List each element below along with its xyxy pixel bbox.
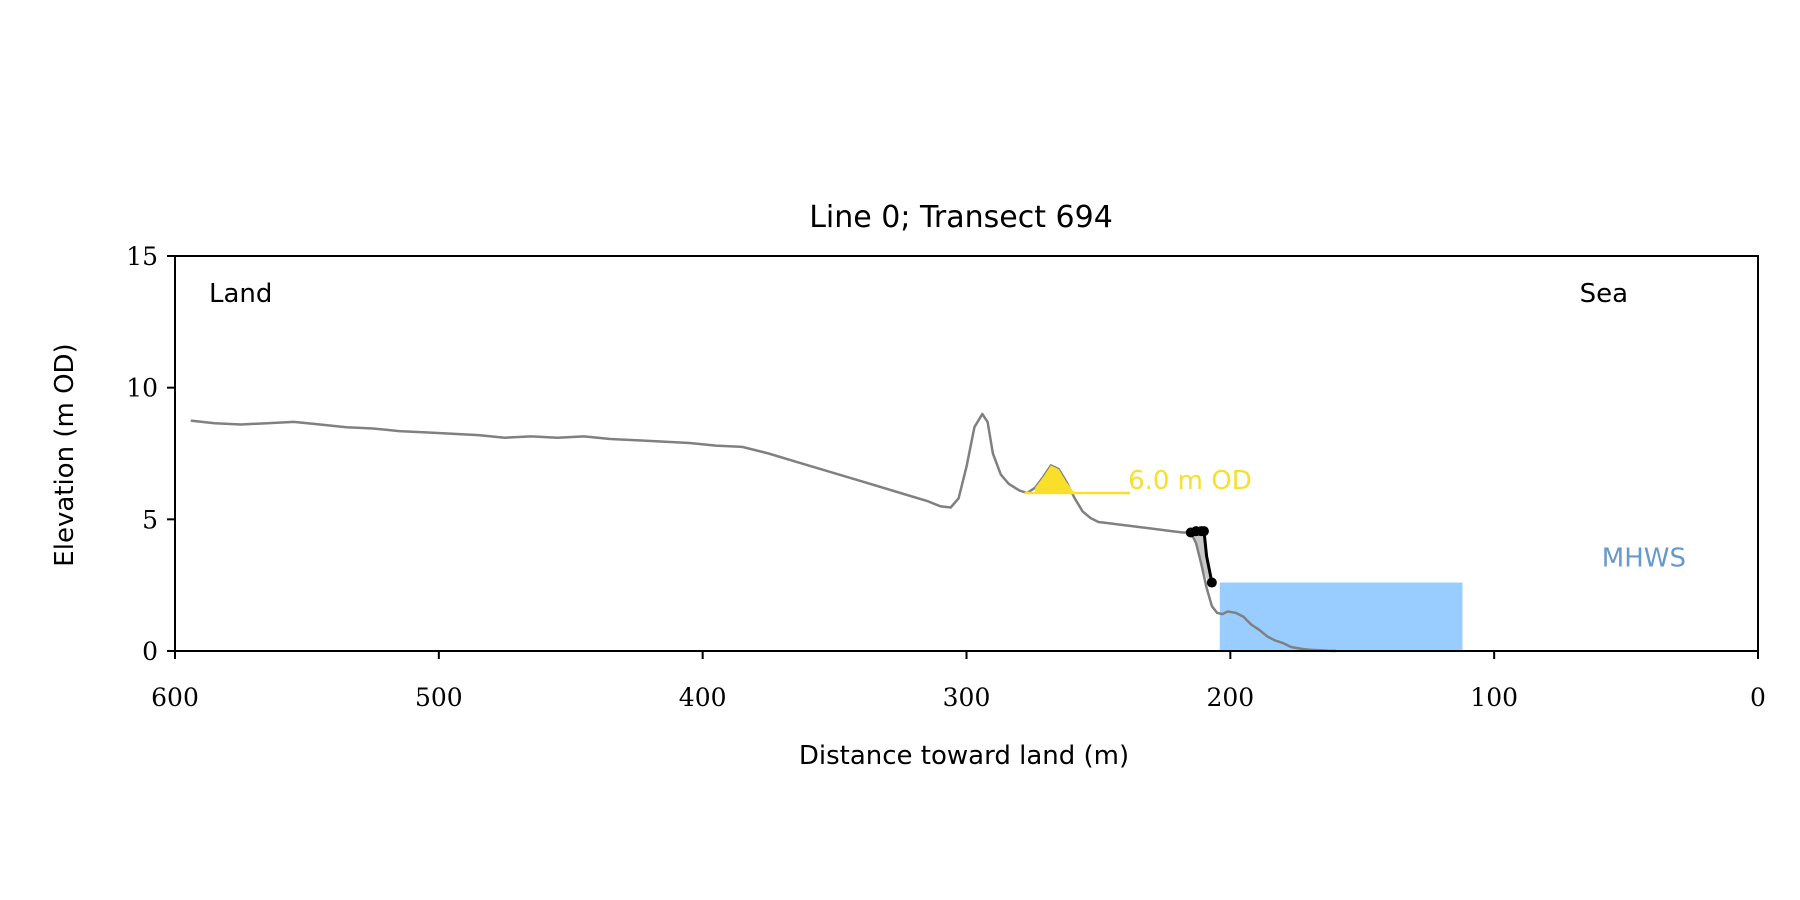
- mhws-band: [1219, 582, 1463, 651]
- y-tick-label: 10: [126, 374, 158, 403]
- x-tick-label: 100: [1470, 683, 1518, 712]
- cliff-marker: [1206, 577, 1217, 588]
- plot-area: [174, 255, 1759, 653]
- y-tick-label: 0: [142, 637, 158, 666]
- x-axis-label: Distance toward land (m): [799, 741, 1129, 771]
- x-axis-ticks: 600 500 400 300 200 100 0: [151, 651, 1766, 712]
- y-axis-label: Elevation (m OD): [50, 343, 80, 566]
- sea-label: Sea: [1580, 279, 1628, 309]
- land-label: Land: [209, 279, 272, 309]
- x-tick-label: 400: [679, 683, 727, 712]
- mhws-layer: [1219, 582, 1463, 651]
- x-tick-label: 0: [1750, 683, 1766, 712]
- y-tick-label: 5: [142, 505, 158, 534]
- profile-layer: [190, 412, 1336, 653]
- plot-frame: [174, 255, 1759, 652]
- x-tick-label: 600: [151, 683, 199, 712]
- profile-line: [190, 412, 1336, 653]
- y-tick-label: 15: [126, 242, 158, 271]
- cliff-marker: [1198, 526, 1209, 537]
- threshold-label: 6.0 m OD: [1128, 466, 1252, 496]
- x-tick-label: 500: [415, 683, 463, 712]
- threshold-layer: [1024, 465, 1131, 495]
- x-tick-label: 200: [1206, 683, 1254, 712]
- y-axis-ticks: 0 5 10 15: [126, 242, 175, 666]
- threshold-fill: [1035, 465, 1075, 493]
- cliff-layer: [1185, 526, 1217, 588]
- x-tick-label: 300: [943, 683, 991, 712]
- chart-title: Line 0; Transect 694: [809, 200, 1113, 235]
- mhws-label: MHWS: [1602, 544, 1686, 574]
